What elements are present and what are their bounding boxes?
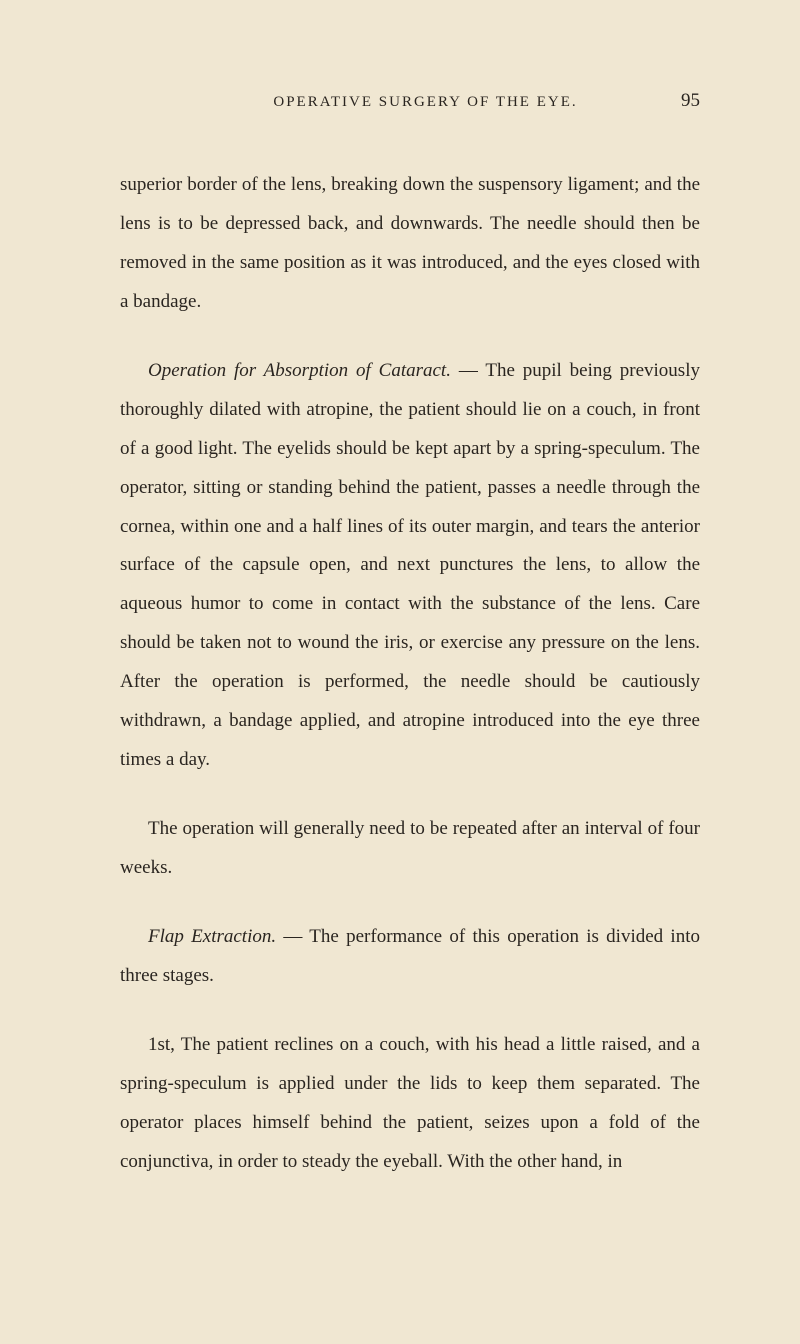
paragraph-1: superior border of the lens, breaking do… xyxy=(120,166,700,322)
page-header: OPERATIVE SURGERY OF THE EYE. 95 xyxy=(120,90,700,112)
section-title-absorption: Operation for Absorption of Cataract. xyxy=(148,360,451,381)
section-title-flap: Flap Extraction. xyxy=(148,926,276,947)
running-head: OPERATIVE SURGERY OF THE EYE. xyxy=(120,94,681,111)
paragraph-2: Operation for Absorption of Cataract. — … xyxy=(120,352,700,780)
paragraph-4: Flap Extraction. — The performance of th… xyxy=(120,918,700,996)
page-number: 95 xyxy=(681,90,700,112)
paragraph-3: The operation will generally need to be … xyxy=(120,810,700,888)
paragraph-5: 1st, The patient reclines on a couch, wi… xyxy=(120,1026,700,1182)
paragraph-2-body: — The pupil being previously thoroughly … xyxy=(120,360,700,770)
